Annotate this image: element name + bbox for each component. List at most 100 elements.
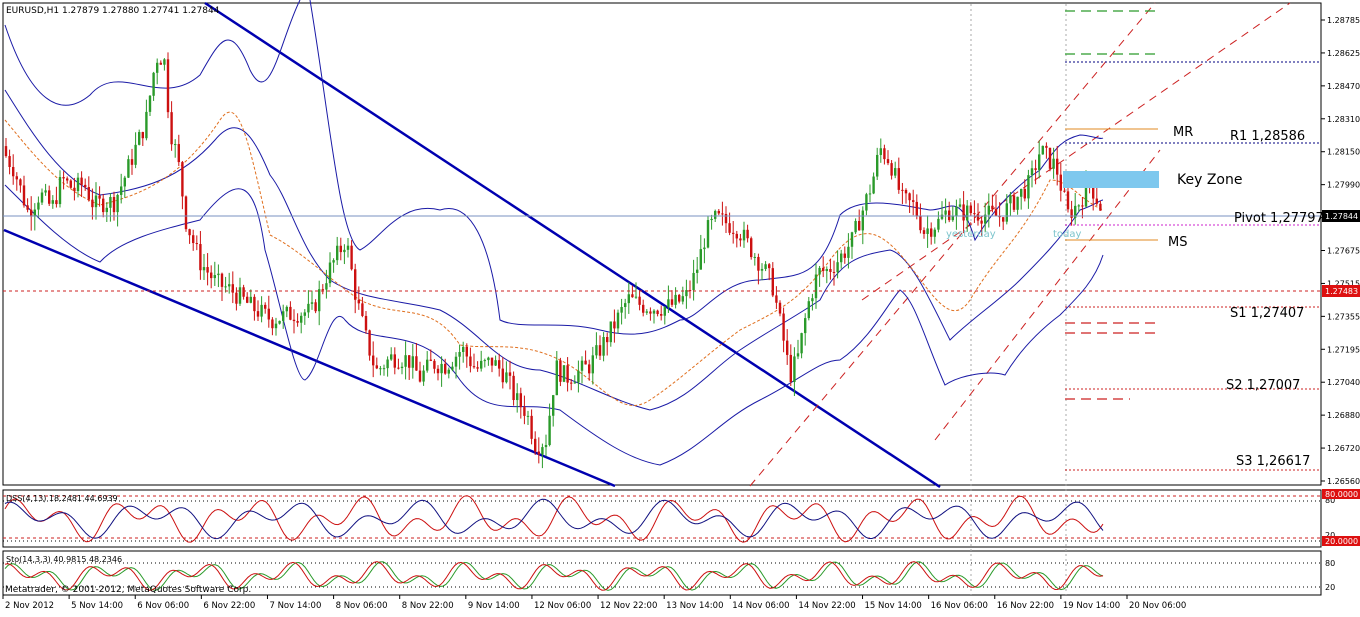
candle-body <box>732 232 735 234</box>
candle-body <box>458 352 461 357</box>
candle-body <box>134 144 137 165</box>
price-tick-label: 1.27515 <box>1327 279 1360 288</box>
time-tick-label: 12 Nov 06:00 <box>534 601 591 611</box>
candle-body <box>966 205 969 221</box>
candle-body <box>987 205 990 215</box>
candle-body <box>1016 196 1019 210</box>
s1-label: S1 1,27407 <box>1230 306 1304 321</box>
dss-tag-20-label: 20.0000 <box>1325 537 1358 546</box>
candle-body <box>814 274 818 299</box>
time-tick-label: 14 Nov 22:00 <box>798 601 855 611</box>
candle-body <box>847 246 850 258</box>
candle-body <box>994 208 998 216</box>
candle-body <box>868 193 872 195</box>
candle-body <box>944 210 947 215</box>
candle-body <box>577 370 580 383</box>
candle-body <box>742 229 746 241</box>
candle-body <box>670 299 674 305</box>
candle-body <box>264 304 267 309</box>
dss-main-line <box>4 498 1104 540</box>
candle-body <box>570 382 573 384</box>
candle-body <box>1020 188 1023 197</box>
candle-body <box>127 159 130 178</box>
dss-signal-line <box>4 495 1104 543</box>
candle-body <box>170 112 173 145</box>
candle-body <box>130 159 134 165</box>
candle-body <box>346 245 350 250</box>
candle-body <box>620 306 623 313</box>
candle-body <box>429 359 432 361</box>
candle-body <box>1002 217 1005 222</box>
candle-body <box>278 320 281 324</box>
candle-body <box>469 356 472 367</box>
candle-body <box>282 311 285 321</box>
candle-body <box>951 216 954 221</box>
stochastic-main-line <box>4 561 1104 591</box>
candle-body <box>919 216 922 231</box>
candle-body <box>501 368 504 383</box>
dss-label: DSS(4,13) 18.2481 44.6939 <box>6 494 118 503</box>
candle-body <box>836 262 839 273</box>
candle-body <box>656 310 659 315</box>
candle-body <box>483 360 486 362</box>
candle-body <box>490 357 494 366</box>
candle-body <box>634 296 638 298</box>
dss-axis-80: 80 <box>1325 496 1335 505</box>
candle-body <box>548 415 551 446</box>
candle-body <box>156 62 159 73</box>
downtrend-line-lower <box>3 228 616 488</box>
candle-body <box>696 269 699 273</box>
candle-body <box>321 289 324 291</box>
price-tick-label: 1.26720 <box>1327 444 1360 453</box>
candle-body <box>4 146 8 157</box>
candle-body <box>1045 145 1048 148</box>
moving-average <box>4 111 1104 406</box>
candle-body <box>544 445 548 448</box>
candle-body <box>393 354 396 368</box>
candle-body <box>508 372 512 376</box>
key-zone-box <box>1063 171 1159 188</box>
candle-body <box>879 148 882 155</box>
candle-body <box>832 271 836 273</box>
candle-body <box>123 177 126 187</box>
candle-body <box>804 318 807 334</box>
candle-body <box>602 337 605 356</box>
candle-body <box>739 238 742 241</box>
candle-body <box>973 213 976 215</box>
candle-body <box>753 256 756 258</box>
candle-body <box>861 210 864 231</box>
candle-body <box>440 363 443 374</box>
candle-body <box>933 229 936 237</box>
candle-body <box>274 323 278 329</box>
candle-body <box>886 159 890 164</box>
time-tick-label: 16 Nov 06:00 <box>931 601 988 611</box>
candle-body <box>750 238 753 258</box>
candle-body <box>930 228 933 237</box>
candle-body <box>616 312 620 329</box>
candle-body <box>948 210 951 221</box>
candle-body <box>84 184 87 188</box>
candle-body <box>800 333 803 354</box>
candle-body <box>667 299 670 308</box>
marked-level-tag-label: 1.27483 <box>1325 287 1358 296</box>
today-label: today <box>1053 229 1082 240</box>
candle-body <box>260 304 263 317</box>
candle-body <box>112 197 116 213</box>
candle-body <box>894 168 897 176</box>
candle-body <box>505 372 508 383</box>
candle-body <box>66 178 69 181</box>
candle-body <box>44 190 47 193</box>
s3-label: S3 1,26617 <box>1236 454 1310 469</box>
candle-body <box>184 196 188 230</box>
candle-body <box>915 201 918 217</box>
candle-body <box>512 375 515 401</box>
candle-body <box>1041 145 1044 155</box>
price-tick-label: 1.26880 <box>1327 411 1360 420</box>
r1-label: R1 1,28586 <box>1230 129 1305 144</box>
candle-body <box>537 451 540 455</box>
candle-body <box>1012 195 1016 210</box>
stochastic-panel-frame <box>2 550 1322 596</box>
candle-body <box>991 205 994 209</box>
price-tick-label: 1.28310 <box>1327 115 1360 124</box>
